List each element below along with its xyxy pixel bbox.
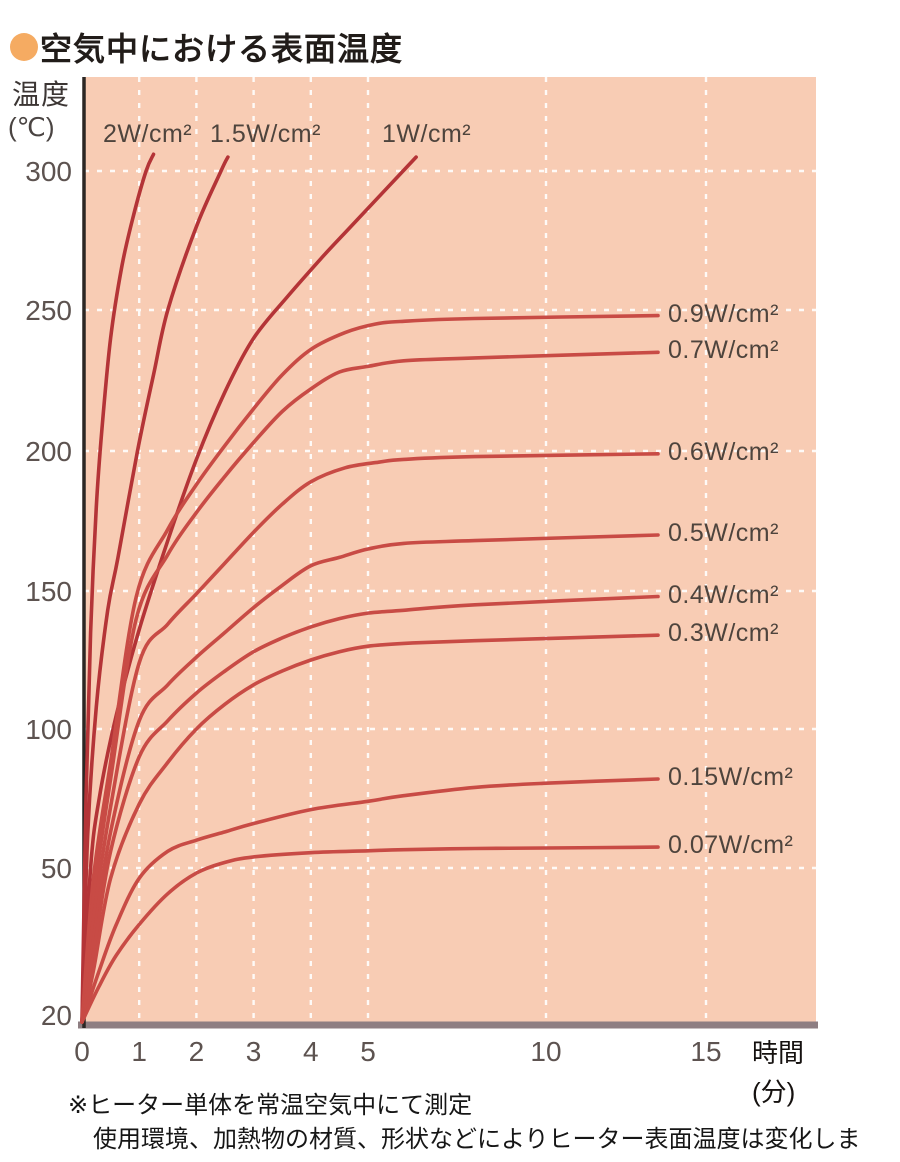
curve-1.5W/cm² [80, 155, 230, 1024]
x-tick-label: 10 [530, 1036, 562, 1067]
x-tick-label: 1 [131, 1036, 147, 1067]
x-axis-unit-line1: 時間 [752, 1038, 805, 1068]
y-tick-label: 20 [40, 1000, 72, 1031]
y-axis-unit: (℃) [8, 112, 55, 142]
footnote-measurement: ※ヒーター単体を常温空気中にて測定 [68, 1092, 473, 1119]
curve-0.5W/cm² [80, 533, 660, 1024]
curve-0.07W/cm² [80, 845, 660, 1024]
y-tick-label: 250 [25, 295, 72, 326]
curve-0.9W/cm² [80, 313, 660, 1024]
series-label: 0.7W/cm² [668, 336, 779, 365]
page-title: 空気中における表面温度 [40, 31, 404, 67]
x-tick-label: 3 [245, 1036, 262, 1067]
series-label: 0.3W/cm² [668, 619, 779, 648]
series-label: 0.4W/cm² [668, 580, 779, 609]
footnote-disclaimer: 使用環境、加熱物の材質、形状などによりヒーター表面温度は変化します。 [93, 1126, 861, 1162]
series-label: 2W/cm² [103, 120, 193, 148]
y-tick-label: 100 [25, 714, 72, 745]
curve-0.3W/cm² [80, 633, 660, 1024]
chart-title-row: 空気中における表面温度 [10, 24, 403, 70]
series-label: 1W/cm² [382, 120, 472, 148]
series-label: 0.6W/cm² [668, 437, 779, 466]
series-label: 0.5W/cm² [668, 519, 779, 547]
series-label: 0.07W/cm² [668, 831, 794, 860]
y-tick-label: 150 [25, 576, 72, 607]
y-axis-title: 温度 [12, 79, 71, 110]
curve-0.7W/cm² [80, 350, 660, 1024]
series-label: 1.5W/cm² [210, 120, 321, 148]
curve-0.15W/cm² [80, 777, 660, 1024]
curve-0.6W/cm² [80, 452, 660, 1024]
x-tick-label: 4 [303, 1036, 319, 1067]
series-label: 0.15W/cm² [668, 763, 794, 792]
curve-1W/cm² [80, 155, 418, 1024]
x-axis-unit-line2: (分) [752, 1077, 796, 1107]
y-tick-label: 50 [40, 853, 72, 884]
series-label: 0.9W/cm² [668, 299, 779, 328]
x-tick-label: 2 [188, 1036, 205, 1067]
y-tick-label: 200 [25, 436, 72, 467]
x-tick-label: 5 [360, 1036, 376, 1067]
y-tick-label: 300 [25, 156, 72, 187]
curve-2W/cm² [80, 152, 156, 1024]
orange-bullet-icon [10, 33, 38, 61]
curve-0.4W/cm² [80, 594, 660, 1024]
x-tick-label: 0 [74, 1036, 90, 1067]
x-tick-label: 15 [690, 1036, 722, 1067]
